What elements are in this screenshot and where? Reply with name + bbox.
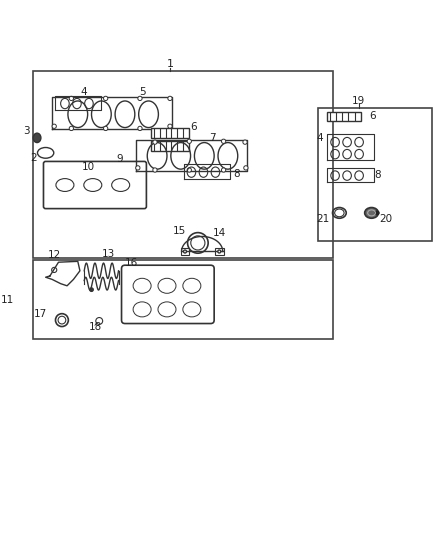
Text: 2: 2 [30, 154, 37, 164]
Ellipse shape [138, 126, 142, 131]
Ellipse shape [244, 166, 248, 170]
Ellipse shape [222, 168, 226, 172]
Bar [33, 71, 333, 258]
Ellipse shape [168, 124, 172, 128]
Text: 15: 15 [173, 227, 187, 236]
Text: 1: 1 [166, 59, 173, 69]
Text: 6: 6 [370, 110, 376, 120]
Text: 4: 4 [317, 133, 324, 143]
Text: 5: 5 [139, 87, 145, 98]
Text: 8: 8 [233, 169, 240, 179]
Ellipse shape [52, 124, 57, 128]
Bar [326, 112, 361, 120]
Ellipse shape [69, 126, 74, 131]
Text: 18: 18 [88, 322, 102, 333]
Bar [151, 141, 189, 151]
Ellipse shape [138, 96, 142, 101]
Text: 7: 7 [209, 133, 216, 143]
Ellipse shape [365, 207, 378, 218]
Ellipse shape [168, 96, 172, 101]
Ellipse shape [153, 168, 157, 172]
Ellipse shape [103, 126, 108, 131]
Text: 21: 21 [317, 214, 330, 224]
Ellipse shape [136, 166, 140, 170]
Ellipse shape [90, 288, 93, 292]
Text: 9: 9 [117, 154, 123, 164]
Bar [181, 248, 189, 255]
Bar [151, 128, 189, 138]
Text: 6: 6 [190, 122, 197, 132]
Text: 11: 11 [1, 295, 14, 304]
Ellipse shape [153, 140, 157, 144]
Text: 19: 19 [352, 96, 365, 107]
Ellipse shape [184, 250, 187, 253]
Ellipse shape [243, 140, 247, 144]
Text: 13: 13 [102, 248, 115, 259]
Ellipse shape [103, 96, 108, 101]
Text: 12: 12 [48, 250, 61, 260]
Ellipse shape [33, 133, 41, 142]
Text: 3: 3 [23, 126, 30, 135]
Text: 14: 14 [213, 228, 226, 238]
Ellipse shape [69, 96, 74, 101]
Ellipse shape [187, 139, 191, 143]
Ellipse shape [222, 139, 226, 143]
Ellipse shape [375, 211, 379, 215]
Ellipse shape [218, 250, 221, 253]
Text: 16: 16 [125, 259, 138, 269]
Text: 10: 10 [82, 162, 95, 172]
Text: 20: 20 [379, 214, 392, 224]
Ellipse shape [187, 168, 191, 172]
Text: 4: 4 [81, 87, 88, 97]
Bar [318, 108, 431, 241]
Text: 17: 17 [34, 309, 47, 319]
Text: 8: 8 [374, 169, 381, 180]
Bar [33, 260, 333, 340]
Bar [215, 248, 223, 255]
